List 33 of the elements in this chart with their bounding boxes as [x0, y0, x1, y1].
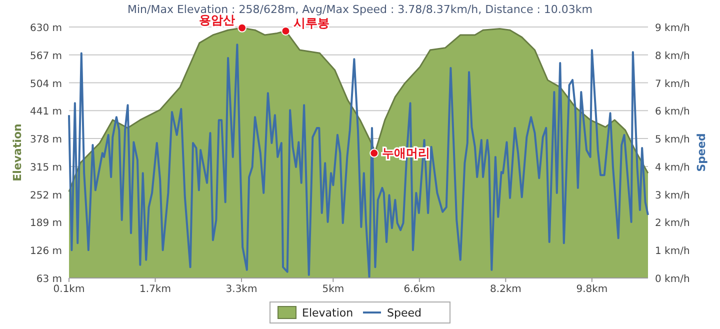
- y-tick-label: 252 m: [30, 190, 62, 202]
- annotation: 누애머리: [382, 146, 430, 160]
- y-tick-label: 189 m: [30, 218, 62, 230]
- annotation: 시루봉: [294, 16, 330, 30]
- y2-axis-title: Speed: [695, 133, 708, 172]
- y2-tick-label: 2 km/h: [655, 218, 690, 230]
- y-tick-label: 63 m: [36, 274, 62, 285]
- y-tick-label: 315 m: [30, 162, 62, 174]
- y2-tick-label: 5 km/h: [655, 134, 690, 146]
- y-axis-title: Elevation: [11, 124, 24, 182]
- y-tick-label: 504 m: [30, 78, 62, 90]
- x-tick-label: 1.7km: [140, 284, 171, 295]
- y-tick-label: 630 m: [30, 23, 62, 34]
- y-tick-label: 126 m: [30, 246, 62, 258]
- legend-label: Elevation: [302, 306, 354, 320]
- x-tick-label: 8.2km: [490, 284, 522, 295]
- x-tick-label: 9.8km: [576, 284, 608, 295]
- x-tick-label: 0.1km: [53, 284, 85, 295]
- y-tick-label: 378 m: [30, 134, 62, 146]
- y2-tick-label: 6 km/h: [655, 106, 690, 118]
- x-tick-label: 3.3km: [226, 284, 258, 295]
- y-tick-label: 567 m: [30, 50, 62, 62]
- y2-tick-label: 8 km/h: [655, 50, 690, 62]
- x-tick-label: 6.6km: [404, 284, 436, 295]
- y-tick-label: 441 m: [30, 106, 62, 118]
- y2-tick-label: 1 km/h: [655, 246, 690, 258]
- y2-tick-label: 3 km/h: [655, 190, 690, 202]
- legend-label: Speed: [387, 306, 422, 320]
- y2-tick-label: 7 km/h: [655, 78, 690, 90]
- x-tick-label: 5km: [322, 284, 344, 295]
- y2-tick-label: 0 km/h: [655, 274, 690, 285]
- y2-tick-label: 4 km/h: [655, 162, 690, 174]
- y2-tick-label: 9 km/h: [655, 23, 690, 34]
